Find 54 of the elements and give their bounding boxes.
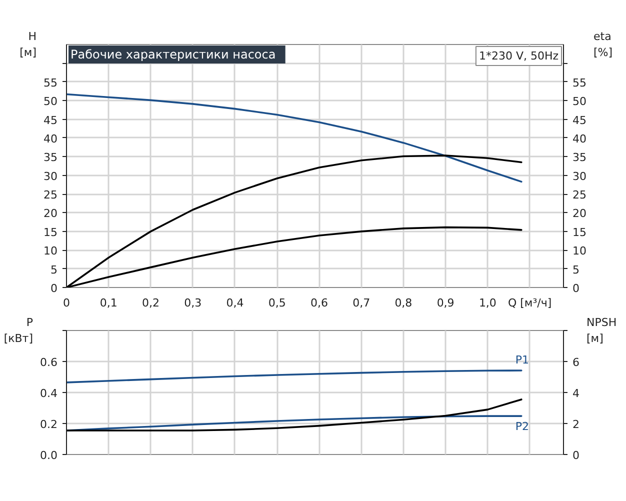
y-tick-label: 0 xyxy=(50,282,58,295)
y-tick-label: 45 xyxy=(44,114,58,127)
y2-tick-label: 6 xyxy=(572,356,580,369)
y2-tick-label: 50 xyxy=(572,95,586,108)
y-axis-title: P [кВт] xyxy=(4,316,34,345)
y2-tick-label: 45 xyxy=(572,114,586,127)
y2-tick-label: 35 xyxy=(572,151,586,164)
y-tick-label: 0.0 xyxy=(40,449,58,462)
y-tick-label: 25 xyxy=(44,188,58,202)
x-tick-label: 0,3 xyxy=(184,296,202,310)
y2-tick-label: 25 xyxy=(572,188,586,202)
y-tick-label: 0.4 xyxy=(40,387,58,400)
y2-tick-label: 40 xyxy=(572,132,586,146)
series-label: P1 xyxy=(515,353,530,366)
x-tick-label: 0,2 xyxy=(142,296,160,310)
y-tick-label: 30 xyxy=(44,170,58,183)
y2-tick-label: 20 xyxy=(572,207,586,220)
x-axis-title: Q [м³/ч] xyxy=(508,296,552,310)
y-axis-title: H [м] xyxy=(20,30,37,59)
y-tick-label: 40 xyxy=(44,132,58,146)
y2-tick-label: 5 xyxy=(572,263,580,276)
y-tick-label: 20 xyxy=(44,207,58,220)
y-tick-label: 35 xyxy=(44,151,58,164)
y2-tick-label: 2 xyxy=(572,418,580,431)
x-tick-label: 0,9 xyxy=(436,296,454,310)
y-tick-label: 10 xyxy=(44,244,58,258)
y-tick-label: 55 xyxy=(44,76,58,90)
x-tick-label: 0 xyxy=(63,296,70,310)
x-tick-label: 0,7 xyxy=(352,296,370,310)
line-series xyxy=(66,370,522,384)
y-tick-label: 0.2 xyxy=(40,418,58,431)
y2-tick-label: 10 xyxy=(572,244,586,258)
y2-axis-title: NPSH [м] xyxy=(586,316,617,345)
y2-tick-label: 15 xyxy=(572,226,586,239)
x-tick-label: 0,4 xyxy=(226,296,244,310)
chart-title: Рабочие характеристики насоса xyxy=(70,48,276,62)
x-tick-label: 1,0 xyxy=(478,296,496,310)
y2-tick-label: 0 xyxy=(572,449,580,462)
y-tick-label: 5 xyxy=(50,263,58,276)
x-tick-label: 0,8 xyxy=(394,296,412,310)
series-label: P2 xyxy=(515,420,530,434)
annotation: 1*230 V, 50Hz xyxy=(478,50,559,62)
y2-tick-label: 4 xyxy=(572,387,580,400)
x-tick-label: 0,1 xyxy=(100,296,118,310)
y2-tick-label: 0 xyxy=(572,282,580,295)
y2-axis-title: eta [%] xyxy=(593,30,613,59)
y2-tick-label: 55 xyxy=(572,76,586,90)
line-series xyxy=(66,93,522,183)
x-tick-label: 0,6 xyxy=(310,296,328,310)
y-tick-label: 0.6 xyxy=(40,356,58,369)
x-tick-label: 0,5 xyxy=(268,296,286,310)
y-tick-label: 50 xyxy=(44,95,58,108)
y2-tick-label: 30 xyxy=(572,170,586,183)
y-tick-label: 15 xyxy=(44,226,58,239)
